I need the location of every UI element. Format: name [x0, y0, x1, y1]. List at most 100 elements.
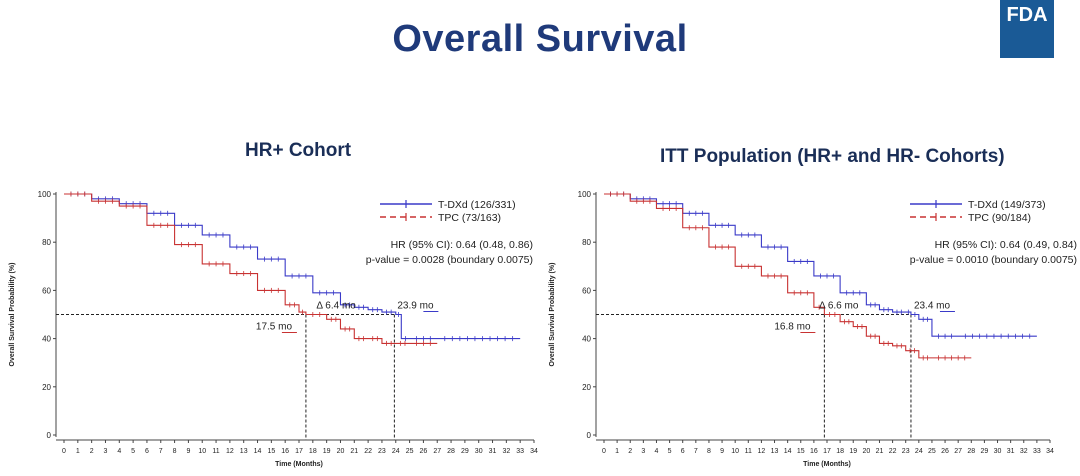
x-tick-label: 28 [967, 448, 975, 455]
x-tick-label: 15 [797, 448, 805, 455]
x-tick-label: 34 [530, 448, 538, 455]
x-tick-label: 26 [420, 448, 428, 455]
x-tick-label: 10 [198, 448, 206, 455]
page-title: Overall Survival [392, 18, 688, 60]
x-tick-label: 13 [240, 448, 248, 455]
x-tick-label: 21 [876, 448, 884, 455]
x-tick-label: 21 [350, 448, 358, 455]
x-tick-label: 29 [981, 448, 989, 455]
x-tick-label: 11 [745, 448, 752, 455]
x-tick-label: 9 [186, 448, 190, 455]
legend-label: TPC (73/163) [438, 212, 501, 224]
y-axis-label: Overall Survival Probability (%) [549, 263, 556, 367]
p-value-text: p-value = 0.0028 (boundary 0.0075) [366, 254, 533, 266]
x-tick-label: 30 [475, 448, 483, 455]
x-tick-label: 6 [681, 448, 685, 455]
y-tick-label: 0 [47, 431, 52, 440]
x-tick-label: 2 [628, 448, 632, 455]
median-label-tdxd: 23.9 mo [397, 301, 434, 312]
x-tick-label: 24 [392, 448, 400, 455]
y-tick-label: 0 [587, 431, 592, 440]
x-tick-label: 33 [516, 448, 524, 455]
y-tick-label: 80 [582, 238, 591, 247]
hr-text: HR (95% CI): 0.64 (0.48, 0.86) [391, 239, 533, 251]
median-label-tpc: 16.8 mo [774, 322, 811, 333]
x-tick-label: 30 [994, 448, 1002, 455]
x-tick-label: 26 [941, 448, 949, 455]
x-tick-label: 8 [173, 448, 177, 455]
chart-title-hr-cohort: HR+ Cohort [245, 140, 352, 161]
x-tick-label: 17 [295, 448, 303, 455]
x-tick-label: 32 [502, 448, 510, 455]
y-tick-label: 20 [42, 383, 51, 392]
x-tick-label: 22 [889, 448, 897, 455]
x-tick-label: 9 [720, 448, 724, 455]
chart-title-itt: ITT Population (HR+ and HR- Cohorts) [660, 146, 1005, 167]
x-tick-label: 27 [433, 448, 441, 455]
x-tick-label: 28 [447, 448, 455, 455]
x-tick-label: 18 [836, 448, 844, 455]
x-tick-label: 6 [145, 448, 149, 455]
fda-logo: FDA [1000, 0, 1054, 58]
x-tick-label: 0 [602, 448, 606, 455]
x-tick-label: 20 [337, 448, 345, 455]
y-tick-label: 60 [582, 286, 591, 295]
x-tick-label: 24 [915, 448, 923, 455]
x-tick-label: 25 [406, 448, 414, 455]
x-tick-label: 19 [849, 448, 857, 455]
p-value-text: p-value = 0.0010 (boundary 0.0075) [910, 254, 1077, 266]
y-tick-label: 20 [582, 383, 591, 392]
legend-label: T-DXd (149/373) [968, 199, 1046, 211]
x-tick-label: 20 [862, 448, 870, 455]
x-tick-label: 4 [117, 448, 121, 455]
x-tick-label: 32 [1020, 448, 1028, 455]
y-tick-label: 100 [38, 190, 52, 199]
x-tick-label: 5 [668, 448, 672, 455]
x-tick-label: 8 [707, 448, 711, 455]
x-tick-label: 5 [131, 448, 135, 455]
x-axis-label: Time (Months) [275, 461, 323, 468]
x-tick-label: 14 [254, 448, 262, 455]
x-tick-label: 3 [641, 448, 645, 455]
x-tick-label: 23 [378, 448, 386, 455]
x-tick-label: 1 [76, 448, 80, 455]
x-tick-label: 11 [212, 448, 219, 455]
x-tick-label: 31 [1007, 448, 1015, 455]
x-tick-label: 12 [758, 448, 766, 455]
x-tick-label: 17 [823, 448, 831, 455]
y-tick-label: 40 [582, 335, 591, 344]
x-tick-label: 7 [694, 448, 698, 455]
x-tick-label: 33 [1033, 448, 1041, 455]
x-tick-label: 34 [1046, 448, 1054, 455]
x-tick-label: 29 [461, 448, 469, 455]
x-tick-label: 14 [784, 448, 792, 455]
legend-label: T-DXd (126/331) [438, 199, 516, 211]
legend-label: TPC (90/184) [968, 212, 1031, 224]
delta-label: Δ 6.4 mo [316, 301, 356, 312]
y-tick-label: 60 [42, 286, 51, 295]
hr-text: HR (95% CI): 0.64 (0.49, 0.84) [935, 239, 1077, 251]
x-axis-label: Time (Months) [803, 461, 851, 468]
x-tick-label: 16 [281, 448, 289, 455]
x-tick-label: 2 [90, 448, 94, 455]
y-axis-label: Overall Survival Probability (%) [9, 263, 16, 367]
x-tick-label: 25 [928, 448, 936, 455]
x-tick-label: 3 [104, 448, 108, 455]
y-tick-label: 80 [42, 238, 51, 247]
x-tick-label: 27 [954, 448, 962, 455]
x-tick-label: 10 [731, 448, 739, 455]
x-tick-label: 16 [810, 448, 818, 455]
y-tick-label: 100 [578, 190, 592, 199]
x-tick-label: 1 [615, 448, 619, 455]
x-tick-label: 18 [309, 448, 317, 455]
x-tick-label: 0 [62, 448, 66, 455]
y-tick-label: 40 [42, 335, 51, 344]
x-tick-label: 15 [267, 448, 275, 455]
x-tick-label: 12 [226, 448, 234, 455]
km-curve-tpc [604, 193, 972, 359]
x-tick-label: 13 [771, 448, 779, 455]
x-tick-label: 22 [364, 448, 372, 455]
x-tick-label: 23 [902, 448, 910, 455]
